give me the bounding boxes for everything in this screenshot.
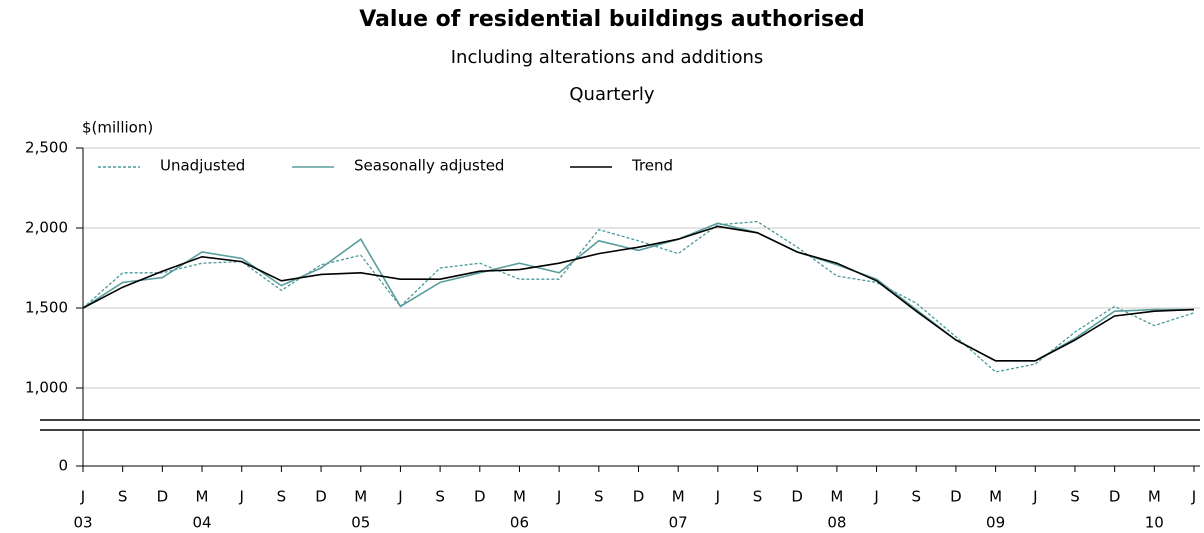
x-year-label: 09 xyxy=(986,514,1005,532)
x-tick-label: S xyxy=(1070,488,1080,506)
legend-label: Seasonally adjusted xyxy=(354,157,504,175)
x-tick-label: D xyxy=(1109,488,1121,506)
legend-label: Trend xyxy=(631,157,673,175)
x-tick-label: S xyxy=(118,488,128,506)
y-axis-label: $(million) xyxy=(82,119,153,137)
x-tick-label: M xyxy=(1148,488,1161,506)
x-tick-label: S xyxy=(753,488,763,506)
x-year-label: 04 xyxy=(192,514,211,532)
x-tick-label: J xyxy=(556,488,561,506)
x-tick-label: M xyxy=(830,488,843,506)
x-tick-label: S xyxy=(277,488,287,506)
series-line xyxy=(82,225,1195,362)
legend-label: Unadjusted xyxy=(160,157,245,175)
x-tick-label: M xyxy=(513,488,526,506)
x-year-label: 07 xyxy=(669,514,688,532)
x-tick-label: J xyxy=(238,488,243,506)
x-tick-label: S xyxy=(435,488,445,506)
series-line xyxy=(82,220,1195,373)
x-tick-label: S xyxy=(594,488,604,506)
x-tick-label: D xyxy=(315,488,327,506)
y-tick-label: 0 xyxy=(58,457,68,475)
x-tick-label: M xyxy=(672,488,685,506)
x-tick-label: M xyxy=(354,488,367,506)
x-tick-label: J xyxy=(715,488,720,506)
x-tick-label: J xyxy=(1191,488,1196,506)
chart-subtitle: Including alterations and additions xyxy=(451,47,764,68)
x-tick-label: M xyxy=(196,488,209,506)
x-year-label: 10 xyxy=(1145,514,1164,532)
x-year-label: 05 xyxy=(351,514,370,532)
x-tick-label: J xyxy=(1032,488,1037,506)
y-tick-label: 1,000 xyxy=(25,379,68,397)
x-year-label: 08 xyxy=(827,514,846,532)
x-tick-label: J xyxy=(80,488,85,506)
x-tick-label: M xyxy=(989,488,1002,506)
frequency-label: Quarterly xyxy=(569,84,655,105)
series-line xyxy=(82,222,1194,362)
x-tick-label: D xyxy=(157,488,169,506)
y-tick-label: 1,500 xyxy=(25,299,68,317)
y-tick-label: 2,500 xyxy=(25,139,68,157)
x-year-label: 03 xyxy=(73,514,92,532)
x-tick-label: D xyxy=(633,488,645,506)
chart-title: Value of residential buildings authorise… xyxy=(359,7,865,32)
x-tick-label: D xyxy=(474,488,486,506)
x-tick-label: S xyxy=(911,488,921,506)
x-tick-label: D xyxy=(791,488,803,506)
x-year-label: 06 xyxy=(510,514,529,532)
x-tick-label: D xyxy=(950,488,962,506)
y-tick-label: 2,000 xyxy=(25,219,68,237)
x-tick-label: J xyxy=(397,488,402,506)
x-tick-label: J xyxy=(873,488,878,506)
